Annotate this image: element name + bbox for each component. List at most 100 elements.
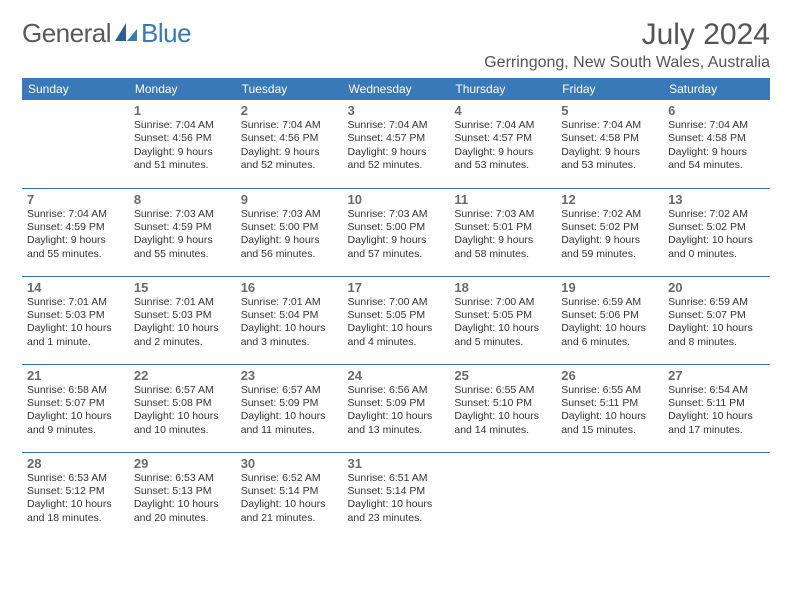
daylight-line: Daylight: 10 hours (27, 410, 124, 423)
calendar-week-row: 14Sunrise: 7:01 AMSunset: 5:03 PMDayligh… (22, 276, 770, 364)
sunrise-line: Sunrise: 7:04 AM (668, 119, 765, 132)
calendar-cell: 5Sunrise: 7:04 AMSunset: 4:58 PMDaylight… (556, 100, 663, 188)
sunset-line: Sunset: 5:12 PM (27, 485, 124, 498)
daylight-line: Daylight: 10 hours (241, 410, 338, 423)
daylight-line: Daylight: 9 hours (348, 234, 445, 247)
daylight-line: and 54 minutes. (668, 159, 765, 172)
day-header: Monday (129, 78, 236, 100)
sunset-line: Sunset: 5:08 PM (134, 397, 231, 410)
sunrise-line: Sunrise: 6:53 AM (27, 472, 124, 485)
calendar-cell: 4Sunrise: 7:04 AMSunset: 4:57 PMDaylight… (449, 100, 556, 188)
daylight-line: and 18 minutes. (27, 512, 124, 525)
logo-sail-icon (113, 21, 139, 46)
daylight-line: Daylight: 10 hours (454, 410, 551, 423)
calendar-cell: 16Sunrise: 7:01 AMSunset: 5:04 PMDayligh… (236, 276, 343, 364)
day-number: 13 (668, 192, 765, 207)
calendar-cell: 3Sunrise: 7:04 AMSunset: 4:57 PMDaylight… (343, 100, 450, 188)
day-number: 4 (454, 103, 551, 118)
sunrise-line: Sunrise: 6:59 AM (668, 296, 765, 309)
day-number: 20 (668, 280, 765, 295)
calendar-cell (449, 452, 556, 540)
sunset-line: Sunset: 5:02 PM (668, 221, 765, 234)
calendar-cell: 17Sunrise: 7:00 AMSunset: 5:05 PMDayligh… (343, 276, 450, 364)
day-number: 14 (27, 280, 124, 295)
daylight-line: and 2 minutes. (134, 336, 231, 349)
daylight-line: and 5 minutes. (454, 336, 551, 349)
daylight-line: Daylight: 10 hours (561, 322, 658, 335)
daylight-line: Daylight: 9 hours (348, 146, 445, 159)
day-number: 10 (348, 192, 445, 207)
sunset-line: Sunset: 5:04 PM (241, 309, 338, 322)
day-number: 8 (134, 192, 231, 207)
sunrise-line: Sunrise: 7:02 AM (561, 208, 658, 221)
day-number: 29 (134, 456, 231, 471)
sunrise-line: Sunrise: 6:57 AM (134, 384, 231, 397)
sunset-line: Sunset: 4:59 PM (134, 221, 231, 234)
day-number: 18 (454, 280, 551, 295)
sunrise-line: Sunrise: 6:57 AM (241, 384, 338, 397)
daylight-line: Daylight: 9 hours (561, 234, 658, 247)
calendar-cell: 29Sunrise: 6:53 AMSunset: 5:13 PMDayligh… (129, 452, 236, 540)
calendar-header-row: Sunday Monday Tuesday Wednesday Thursday… (22, 78, 770, 100)
daylight-line: Daylight: 10 hours (27, 322, 124, 335)
daylight-line: Daylight: 10 hours (27, 498, 124, 511)
daylight-line: Daylight: 10 hours (348, 498, 445, 511)
calendar-cell: 7Sunrise: 7:04 AMSunset: 4:59 PMDaylight… (22, 188, 129, 276)
daylight-line: Daylight: 9 hours (454, 146, 551, 159)
calendar-cell: 1Sunrise: 7:04 AMSunset: 4:56 PMDaylight… (129, 100, 236, 188)
day-number: 24 (348, 368, 445, 383)
day-number: 26 (561, 368, 658, 383)
calendar-week-row: 7Sunrise: 7:04 AMSunset: 4:59 PMDaylight… (22, 188, 770, 276)
calendar-cell: 26Sunrise: 6:55 AMSunset: 5:11 PMDayligh… (556, 364, 663, 452)
daylight-line: and 53 minutes. (454, 159, 551, 172)
day-number: 3 (348, 103, 445, 118)
day-number: 17 (348, 280, 445, 295)
sunset-line: Sunset: 5:06 PM (561, 309, 658, 322)
sunrise-line: Sunrise: 7:03 AM (348, 208, 445, 221)
day-number: 5 (561, 103, 658, 118)
sunrise-line: Sunrise: 7:01 AM (134, 296, 231, 309)
calendar-cell: 6Sunrise: 7:04 AMSunset: 4:58 PMDaylight… (663, 100, 770, 188)
day-number: 22 (134, 368, 231, 383)
daylight-line: and 3 minutes. (241, 336, 338, 349)
day-number: 16 (241, 280, 338, 295)
daylight-line: Daylight: 10 hours (561, 410, 658, 423)
sunset-line: Sunset: 5:14 PM (241, 485, 338, 498)
sunset-line: Sunset: 5:05 PM (454, 309, 551, 322)
logo-text-general: General (22, 18, 111, 49)
calendar-cell: 20Sunrise: 6:59 AMSunset: 5:07 PMDayligh… (663, 276, 770, 364)
calendar-body: 1 Sunrise: 7:04 AM Sunset: 4:56 PM Daylight… (22, 100, 770, 540)
sunrise-line: Sunrise: 6:58 AM (27, 384, 124, 397)
sunset-line: Sunset: 5:07 PM (27, 397, 124, 410)
daylight-line: and 59 minutes. (561, 248, 658, 261)
daylight-line: and 55 minutes. (134, 248, 231, 261)
calendar-cell: 23Sunrise: 6:57 AMSunset: 5:09 PMDayligh… (236, 364, 343, 452)
calendar-week-row: 28Sunrise: 6:53 AMSunset: 5:12 PMDayligh… (22, 452, 770, 540)
daylight-line: and 9 minutes. (27, 424, 124, 437)
day-number: 1 (134, 103, 231, 118)
daylight-line: Daylight: 10 hours (134, 410, 231, 423)
calendar-cell: 28Sunrise: 6:53 AMSunset: 5:12 PMDayligh… (22, 452, 129, 540)
location: Gerringong, New South Wales, Australia (484, 54, 770, 72)
daylight-line: Daylight: 10 hours (134, 498, 231, 511)
calendar-cell: 21Sunrise: 6:58 AMSunset: 5:07 PMDayligh… (22, 364, 129, 452)
sunrise-line: Sunrise: 7:03 AM (134, 208, 231, 221)
day-header: Saturday (663, 78, 770, 100)
day-number: 28 (27, 456, 124, 471)
sunset-line: Sunset: 4:57 PM (348, 132, 445, 145)
daylight-line: and 20 minutes. (134, 512, 231, 525)
day-number: 27 (668, 368, 765, 383)
calendar-cell: 27Sunrise: 6:54 AMSunset: 5:11 PMDayligh… (663, 364, 770, 452)
sunset-line: Sunset: 4:56 PM (134, 132, 231, 145)
daylight-line: Daylight: 9 hours (561, 146, 658, 159)
calendar-cell: 10Sunrise: 7:03 AMSunset: 5:00 PMDayligh… (343, 188, 450, 276)
sunrise-line: Sunrise: 6:55 AM (561, 384, 658, 397)
daylight-line: Daylight: 9 hours (134, 234, 231, 247)
day-number: 25 (454, 368, 551, 383)
sunset-line: Sunset: 5:02 PM (561, 221, 658, 234)
daylight-line: and 8 minutes. (668, 336, 765, 349)
sunset-line: Sunset: 5:10 PM (454, 397, 551, 410)
header: General Blue July 2024 Gerringong, New S… (22, 18, 770, 72)
day-number: 31 (348, 456, 445, 471)
sunrise-line: Sunrise: 7:04 AM (348, 119, 445, 132)
